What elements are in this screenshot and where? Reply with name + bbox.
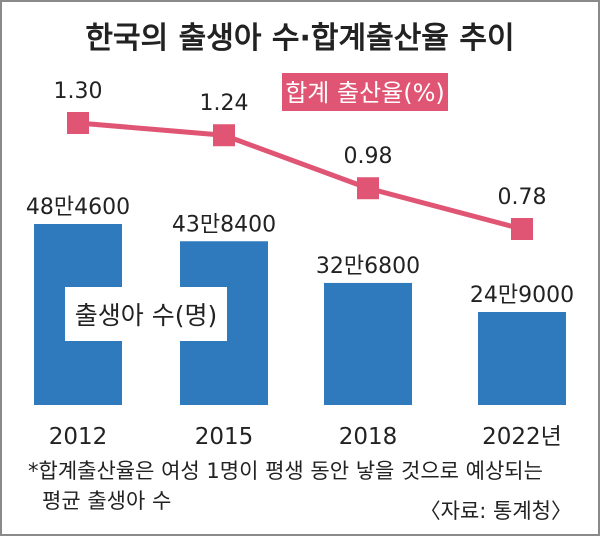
birth-rate-marker <box>357 177 379 200</box>
line-series: 1.30 1.24 0.98 0.78 <box>54 79 547 240</box>
x-tick-label: 2022년 <box>482 424 562 450</box>
bar-legend-label: 출생아 수(명) <box>75 301 217 330</box>
x-tick-label: 2012 <box>49 424 108 450</box>
bar-value-label: 43만8400 <box>172 212 276 237</box>
bar-value-label: 24만9000 <box>470 283 574 308</box>
bar-value-label: 32만6800 <box>316 254 420 279</box>
bar-value-label: 48만4600 <box>26 195 130 220</box>
footnote: *합계출산율은 여성 1명이 평생 동안 낳을 것으로 예상되는 <box>28 459 543 483</box>
birth-rate-label: 0.98 <box>344 144 393 169</box>
bar-legend-box <box>65 287 227 341</box>
bar-legend: 출생아 수(명) <box>65 287 227 341</box>
birth-rate-line <box>77 120 523 232</box>
chart-title: 한국의 출생아 수·합계출산율 추이 <box>85 21 514 56</box>
line-legend: 합계 출산율(%) <box>282 73 448 111</box>
source-note: 〈자료: 통계청〉 <box>420 499 572 523</box>
birth-rate-marker <box>213 124 235 147</box>
x-axis-tick-labels: 2012 2015 2018 2022년 <box>49 424 562 450</box>
birth-rate-marker <box>511 218 533 240</box>
birth-rate-label: 0.78 <box>498 185 547 210</box>
birth-rate-marker <box>67 112 89 134</box>
bar-value-labels: 48만4600 43만8400 32만6800 24만9000 <box>26 195 574 308</box>
birth-rate-label: 1.24 <box>200 91 249 116</box>
bar-2018 <box>324 282 412 405</box>
bar-series <box>34 224 566 405</box>
x-tick-label: 2015 <box>195 424 254 450</box>
x-tick-label: 2018 <box>339 424 398 450</box>
bar-2022년 <box>478 311 566 405</box>
line-legend-box <box>282 73 448 111</box>
footnote-continuation: 평균 출생아 수 <box>42 489 171 513</box>
birth-rate-label: 1.30 <box>54 79 103 104</box>
line-legend-label: 합계 출산율(%) <box>285 79 445 107</box>
